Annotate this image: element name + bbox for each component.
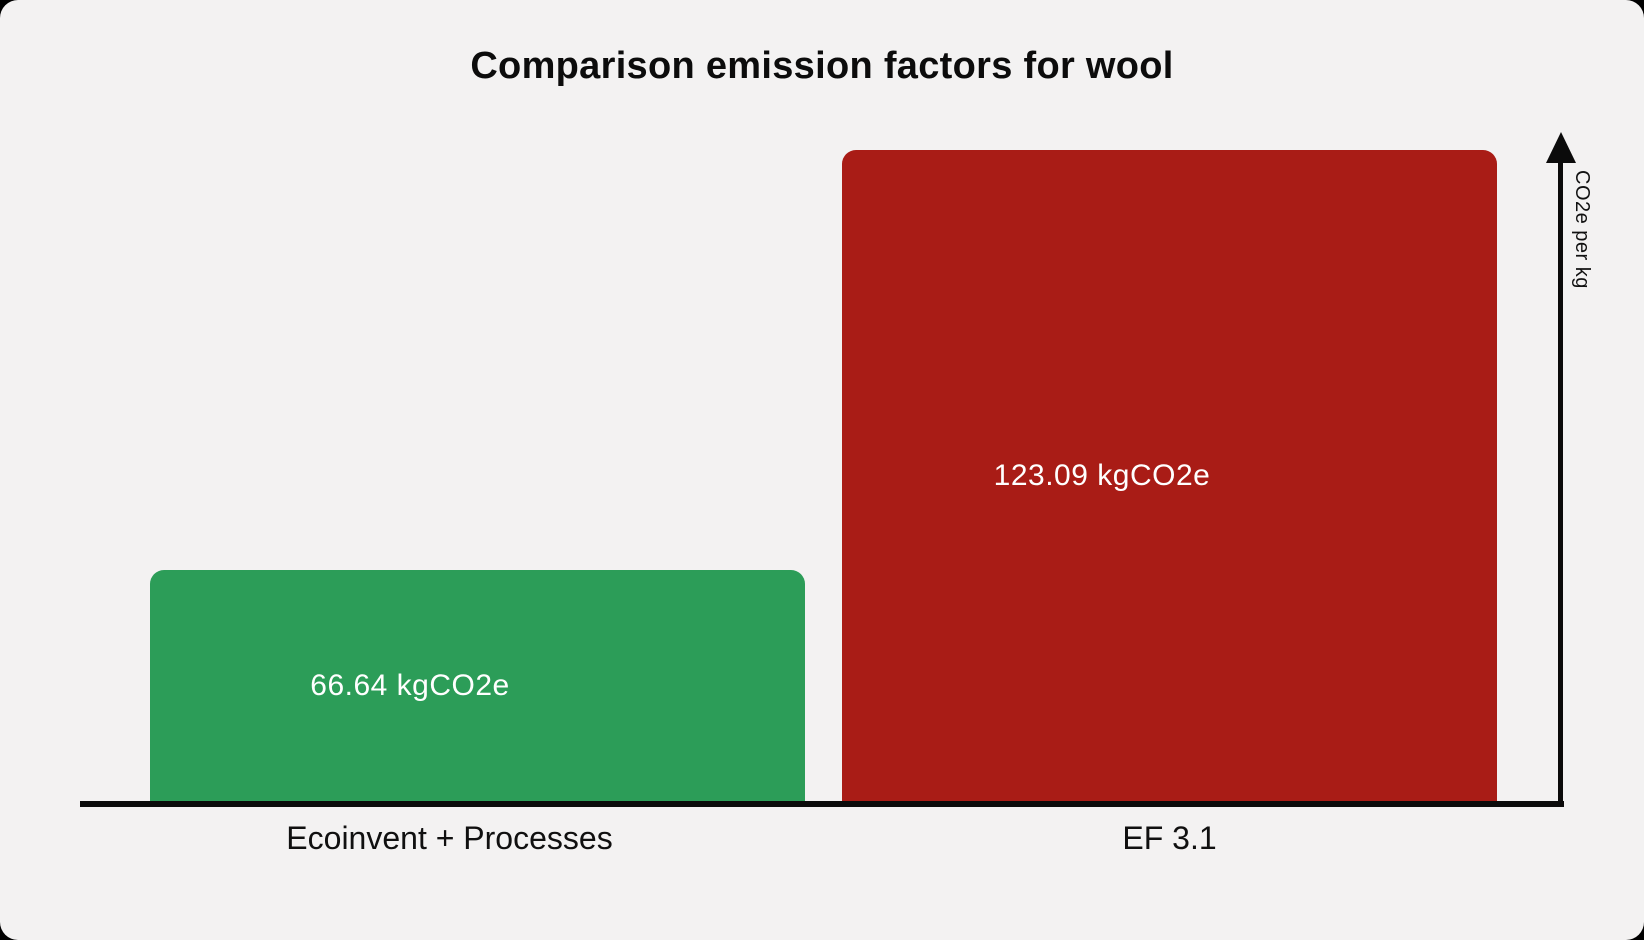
chart-title: Comparison emission factors for wool — [470, 45, 1174, 87]
bar-ef-3-1: 123.09 kgCO2e — [842, 150, 1497, 802]
bar-ecoinvent-processes: 66.64 kgCO2e — [150, 570, 805, 802]
x-axis-label-ecoinvent-processes: Ecoinvent + Processes — [286, 820, 613, 856]
bar-value-label-ecoinvent: 66.64 kgCO2e — [310, 669, 510, 702]
bar-value-label-ef-3-1: 123.09 kgCO2e — [993, 459, 1211, 492]
y-axis-arrow-up-icon — [1546, 132, 1576, 163]
y-axis-label: CO2e per kg — [1571, 170, 1593, 289]
y-axis-line — [1558, 158, 1563, 807]
x-axis-line — [80, 801, 1564, 807]
x-axis-label-ef-3-1: EF 3.1 — [1122, 820, 1217, 856]
